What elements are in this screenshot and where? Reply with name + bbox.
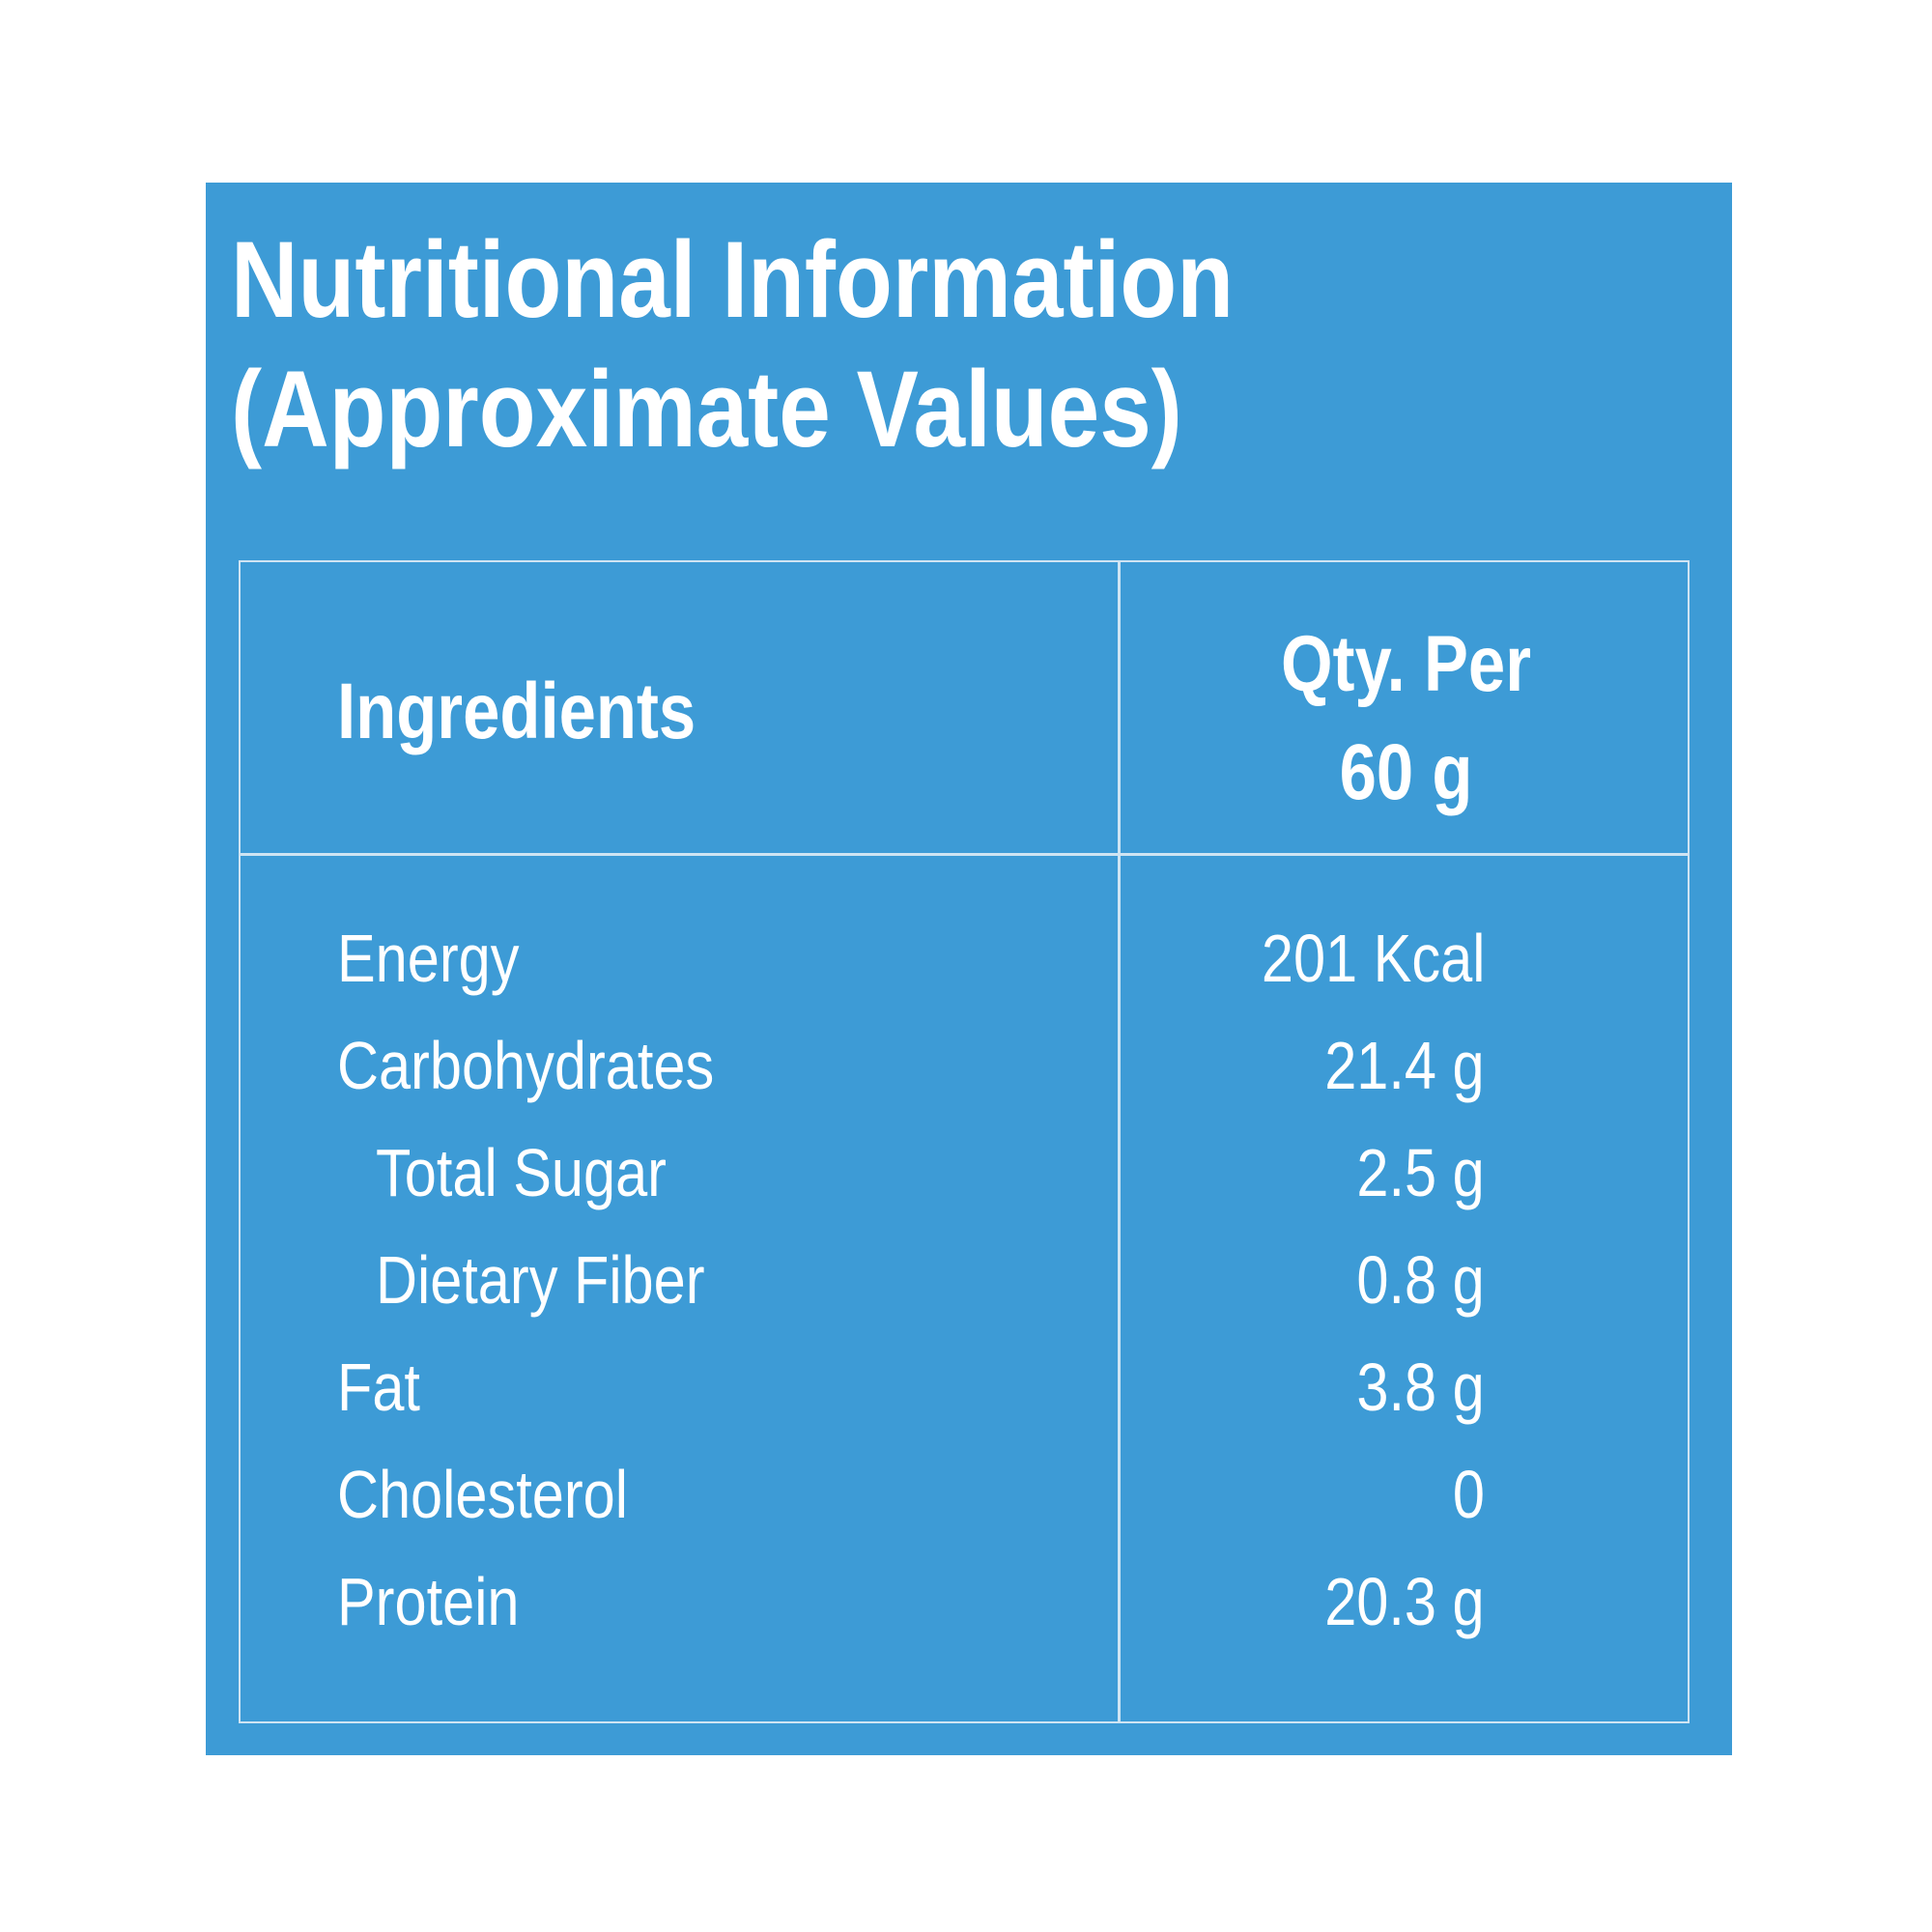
header-quantity: Qty. Per 60 g: [1121, 611, 1691, 827]
nutrient-name: Carbohydrates: [337, 1028, 715, 1103]
nutrient-value: 3.8 g: [1356, 1350, 1485, 1425]
table-row-energy: Energy 201 Kcal: [241, 905, 1688, 1012]
nutrient-value: 20.3 g: [1324, 1564, 1485, 1639]
nutrient-name: Dietary Fiber: [376, 1242, 705, 1318]
column-divider: [1118, 562, 1121, 1721]
nutrient-name: Cholesterol: [337, 1457, 628, 1532]
table-row-protein: Protein 20.3 g: [241, 1548, 1688, 1656]
title-line-1: Nutritional Information: [231, 219, 1235, 340]
nutrient-name: Fat: [337, 1350, 420, 1425]
header-divider: [241, 853, 1688, 856]
nutrient-value: 201 Kcal: [1261, 921, 1485, 996]
header-quantity-line-1: Qty. Per: [1280, 620, 1532, 708]
nutrient-value: 0: [1452, 1457, 1485, 1532]
table-row-total-sugar: Total Sugar 2.5 g: [241, 1120, 1688, 1227]
nutrient-value: 21.4 g: [1324, 1028, 1485, 1103]
nutrient-name: Total Sugar: [376, 1135, 667, 1210]
nutrient-rows: Energy 201 Kcal Carbohydrates 21.4 g Tot…: [241, 905, 1688, 1656]
nutrition-table: Ingredients Qty. Per 60 g Energy 201 Kca…: [239, 560, 1690, 1723]
table-row-dietary-fiber: Dietary Fiber 0.8 g: [241, 1227, 1688, 1334]
table-row-cholesterol: Cholesterol 0: [241, 1441, 1688, 1548]
nutrient-name: Energy: [337, 921, 520, 996]
nutrient-value: 2.5 g: [1356, 1135, 1485, 1210]
table-row-carbohydrates: Carbohydrates 21.4 g: [241, 1012, 1688, 1120]
header-quantity-line-2: 60 g: [1339, 728, 1473, 816]
header-ingredients: Ingredients: [337, 668, 696, 755]
nutrient-value: 0.8 g: [1356, 1242, 1485, 1318]
table-row-fat: Fat 3.8 g: [241, 1334, 1688, 1441]
title-line-2: (Approximate Values): [231, 349, 1182, 469]
nutrition-panel: Nutritional Information (Approximate Val…: [206, 183, 1732, 1755]
nutrition-title: Nutritional Information (Approximate Val…: [231, 215, 1234, 474]
nutrient-name: Protein: [337, 1564, 520, 1639]
